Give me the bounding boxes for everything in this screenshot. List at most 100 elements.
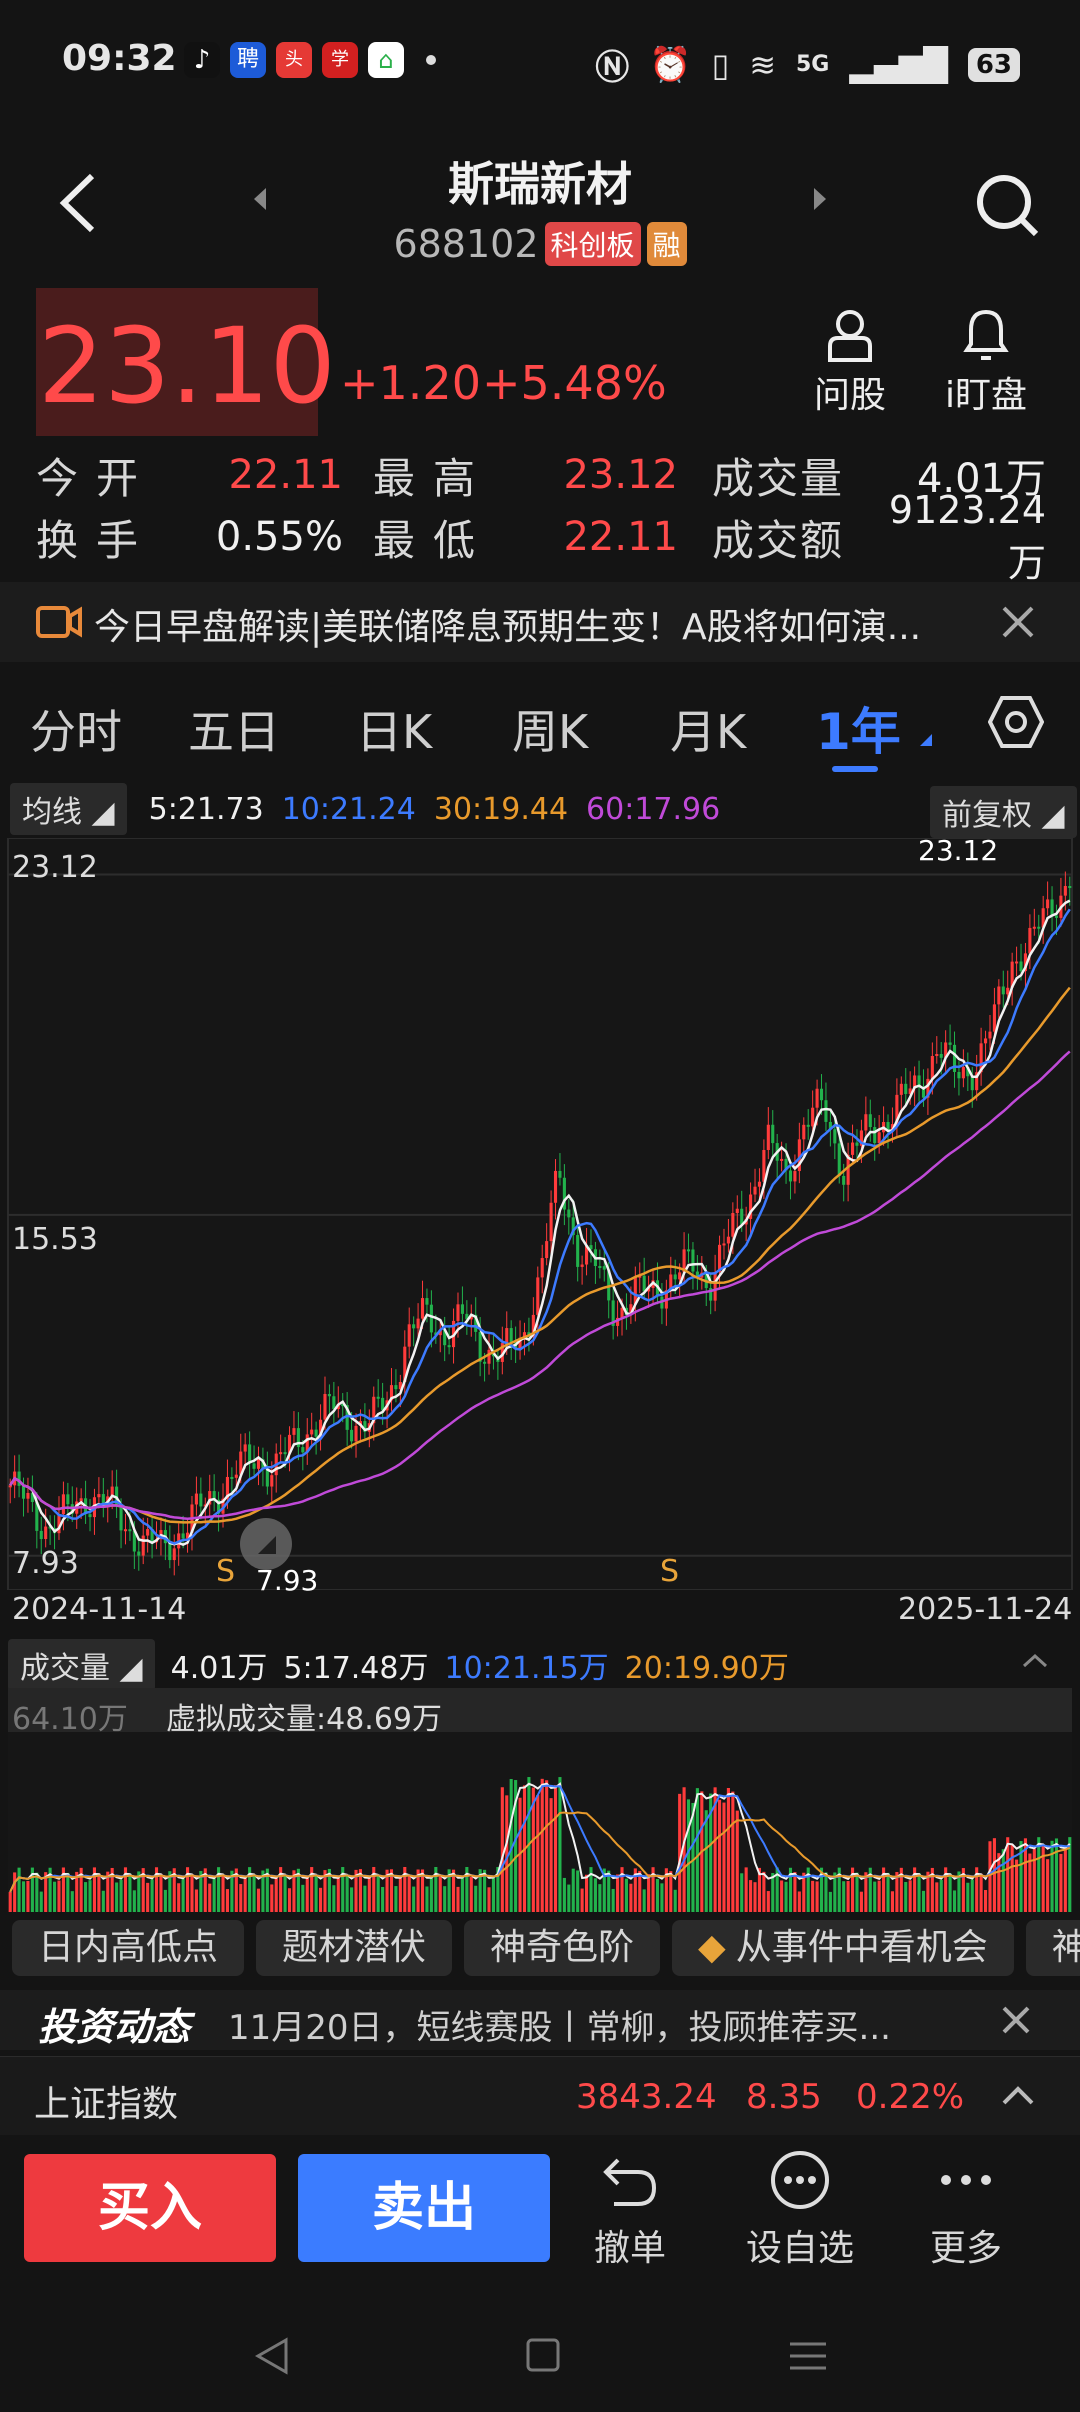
volume-bar bbox=[970, 1879, 974, 1912]
volume-bar bbox=[141, 1868, 145, 1912]
index-bar[interactable]: 上证指数 3843.24 8.35 0.22% bbox=[0, 2056, 1080, 2135]
candle-body bbox=[647, 1287, 651, 1292]
vol-ma20-line bbox=[9, 1811, 1071, 1893]
virtual-volume: 虚拟成交量:48.69万 bbox=[166, 1702, 442, 1737]
back-button[interactable] bbox=[50, 168, 110, 238]
volume-bar bbox=[243, 1878, 247, 1912]
tab-monthly-k[interactable]: 月K bbox=[670, 705, 747, 759]
chevron-up-icon[interactable] bbox=[1000, 2083, 1036, 2109]
candle-body bbox=[890, 1124, 895, 1131]
volume-bar bbox=[434, 1867, 438, 1912]
candle-body bbox=[26, 1492, 30, 1499]
value-volume: 4.01万 bbox=[916, 456, 1046, 502]
nav-back-icon[interactable] bbox=[252, 2336, 292, 2376]
volume-bar bbox=[84, 1882, 88, 1912]
cancel-order-button[interactable]: 撤单 bbox=[580, 2150, 680, 2271]
tab-timeshare[interactable]: 分时 bbox=[30, 705, 122, 759]
volume-bar bbox=[744, 1867, 748, 1912]
candle-body bbox=[137, 1551, 141, 1556]
volume-bar bbox=[26, 1880, 30, 1912]
search-button[interactable] bbox=[972, 170, 1042, 244]
candle-body bbox=[354, 1425, 358, 1442]
triangle-right-icon bbox=[814, 188, 826, 210]
candle-body bbox=[713, 1272, 717, 1301]
volume-bar bbox=[833, 1872, 837, 1912]
volume-bar bbox=[230, 1870, 234, 1912]
candle-body bbox=[913, 1075, 917, 1089]
more-button[interactable]: 更多 bbox=[916, 2150, 1016, 2271]
volume-bar bbox=[895, 1871, 899, 1912]
volume-bar bbox=[926, 1871, 930, 1912]
volume-bar bbox=[611, 1888, 615, 1912]
invest-news-banner[interactable]: 投资动态 11月20日，短线赛股丨常柳，投顾推荐买... bbox=[0, 1990, 1080, 2050]
candle-body bbox=[350, 1429, 354, 1442]
volume-bar bbox=[190, 1874, 194, 1912]
board-tag: 科创板 bbox=[544, 222, 641, 266]
volume-bar bbox=[398, 1876, 402, 1912]
chip-magic-color[interactable]: 神奇色阶 bbox=[464, 1920, 661, 1976]
prev-stock-button[interactable] bbox=[250, 184, 270, 218]
close-icon[interactable] bbox=[1000, 2004, 1032, 2036]
candle-body bbox=[669, 1274, 673, 1291]
y-label-high: 23.12 bbox=[12, 850, 98, 885]
candle-body bbox=[199, 1493, 203, 1507]
watch-label: i盯盘 bbox=[944, 375, 1027, 416]
volume-bar bbox=[921, 1890, 926, 1912]
volume-bar bbox=[341, 1867, 345, 1912]
close-icon[interactable] bbox=[1000, 604, 1036, 640]
dropdown-triangle-icon[interactable] bbox=[918, 732, 934, 748]
watch-button[interactable]: i盯盘 bbox=[940, 306, 1032, 418]
chip-more[interactable]: 神 bbox=[1025, 1920, 1080, 1976]
candle-body bbox=[979, 1043, 983, 1073]
candle-body bbox=[305, 1434, 309, 1453]
add-watchlist-button[interactable]: 设自选 bbox=[740, 2150, 860, 2271]
volume-bar bbox=[602, 1868, 606, 1912]
candle-body bbox=[48, 1526, 52, 1529]
volume-bar bbox=[717, 1799, 722, 1912]
chip-theme-ambush[interactable]: 题材潜伏 bbox=[256, 1920, 453, 1976]
volume-bar bbox=[930, 1867, 934, 1912]
next-stock-button[interactable] bbox=[810, 184, 830, 218]
chip-event-opportunity[interactable]: ◆ 从事件中看机会 bbox=[672, 1920, 1014, 1976]
candle-body bbox=[571, 1217, 575, 1236]
nav-home-icon[interactable] bbox=[524, 2336, 564, 2376]
tab-daily-k[interactable]: 日K bbox=[356, 705, 433, 759]
candle-body bbox=[203, 1504, 207, 1507]
volume-bar bbox=[797, 1891, 801, 1912]
news-banner[interactable]: 今日早盘解读|美联储降息预期生变！A股将如何演... bbox=[0, 582, 1080, 662]
volume-bar bbox=[283, 1874, 287, 1912]
volume-bar bbox=[975, 1867, 979, 1912]
diamond-icon: ◆ bbox=[698, 1927, 726, 1968]
volume-bar bbox=[483, 1869, 487, 1912]
tab-one-year[interactable]: 1年 bbox=[816, 703, 901, 761]
chevron-up-icon[interactable] bbox=[1020, 1648, 1050, 1672]
collapse-chart-button[interactable] bbox=[240, 1518, 292, 1570]
volume-selector[interactable]: 成交量 ◢ bbox=[8, 1639, 155, 1691]
sell-button[interactable]: 卖出 bbox=[298, 2154, 550, 2262]
nav-menu-icon[interactable] bbox=[788, 2336, 828, 2376]
tab-weekly-k[interactable]: 周K bbox=[512, 705, 589, 759]
ask-stock-button[interactable]: 问股 bbox=[808, 306, 892, 418]
candle-body bbox=[8, 1485, 12, 1488]
volume-bar bbox=[225, 1889, 230, 1912]
volume-bar bbox=[1015, 1859, 1019, 1912]
quote-table: 今开 22.11 最高 23.12 成交量 4.01万 换手 0.55% 最低 … bbox=[36, 444, 1046, 585]
candle-body bbox=[788, 1170, 793, 1182]
ma-selector[interactable]: 均线 ◢ bbox=[10, 783, 127, 835]
volume-chart[interactable] bbox=[0, 1688, 1080, 1912]
vol-ma20: 20:19.90万 bbox=[624, 1651, 789, 1686]
adjust-selector[interactable]: 前复权 ◢ bbox=[930, 786, 1077, 838]
candlestick-chart[interactable] bbox=[0, 838, 1080, 1590]
stock-code-row: 688102 科创板 融 bbox=[0, 222, 1080, 266]
volume-bar bbox=[992, 1838, 996, 1912]
tab-five-day[interactable]: 五日 bbox=[188, 705, 280, 759]
label-turnover: 换手 bbox=[36, 515, 157, 565]
chip-intraday-high-low[interactable]: 日内高低点 bbox=[12, 1920, 245, 1976]
candle-body bbox=[150, 1529, 154, 1543]
volume-selector-label: 成交量 bbox=[20, 1651, 110, 1686]
settings-icon[interactable] bbox=[988, 694, 1044, 750]
volume-bar bbox=[185, 1867, 190, 1912]
index-value: 3843.24 bbox=[576, 2077, 717, 2117]
buy-button[interactable]: 买入 bbox=[24, 2154, 276, 2262]
value-low: 22.11 bbox=[563, 514, 678, 560]
